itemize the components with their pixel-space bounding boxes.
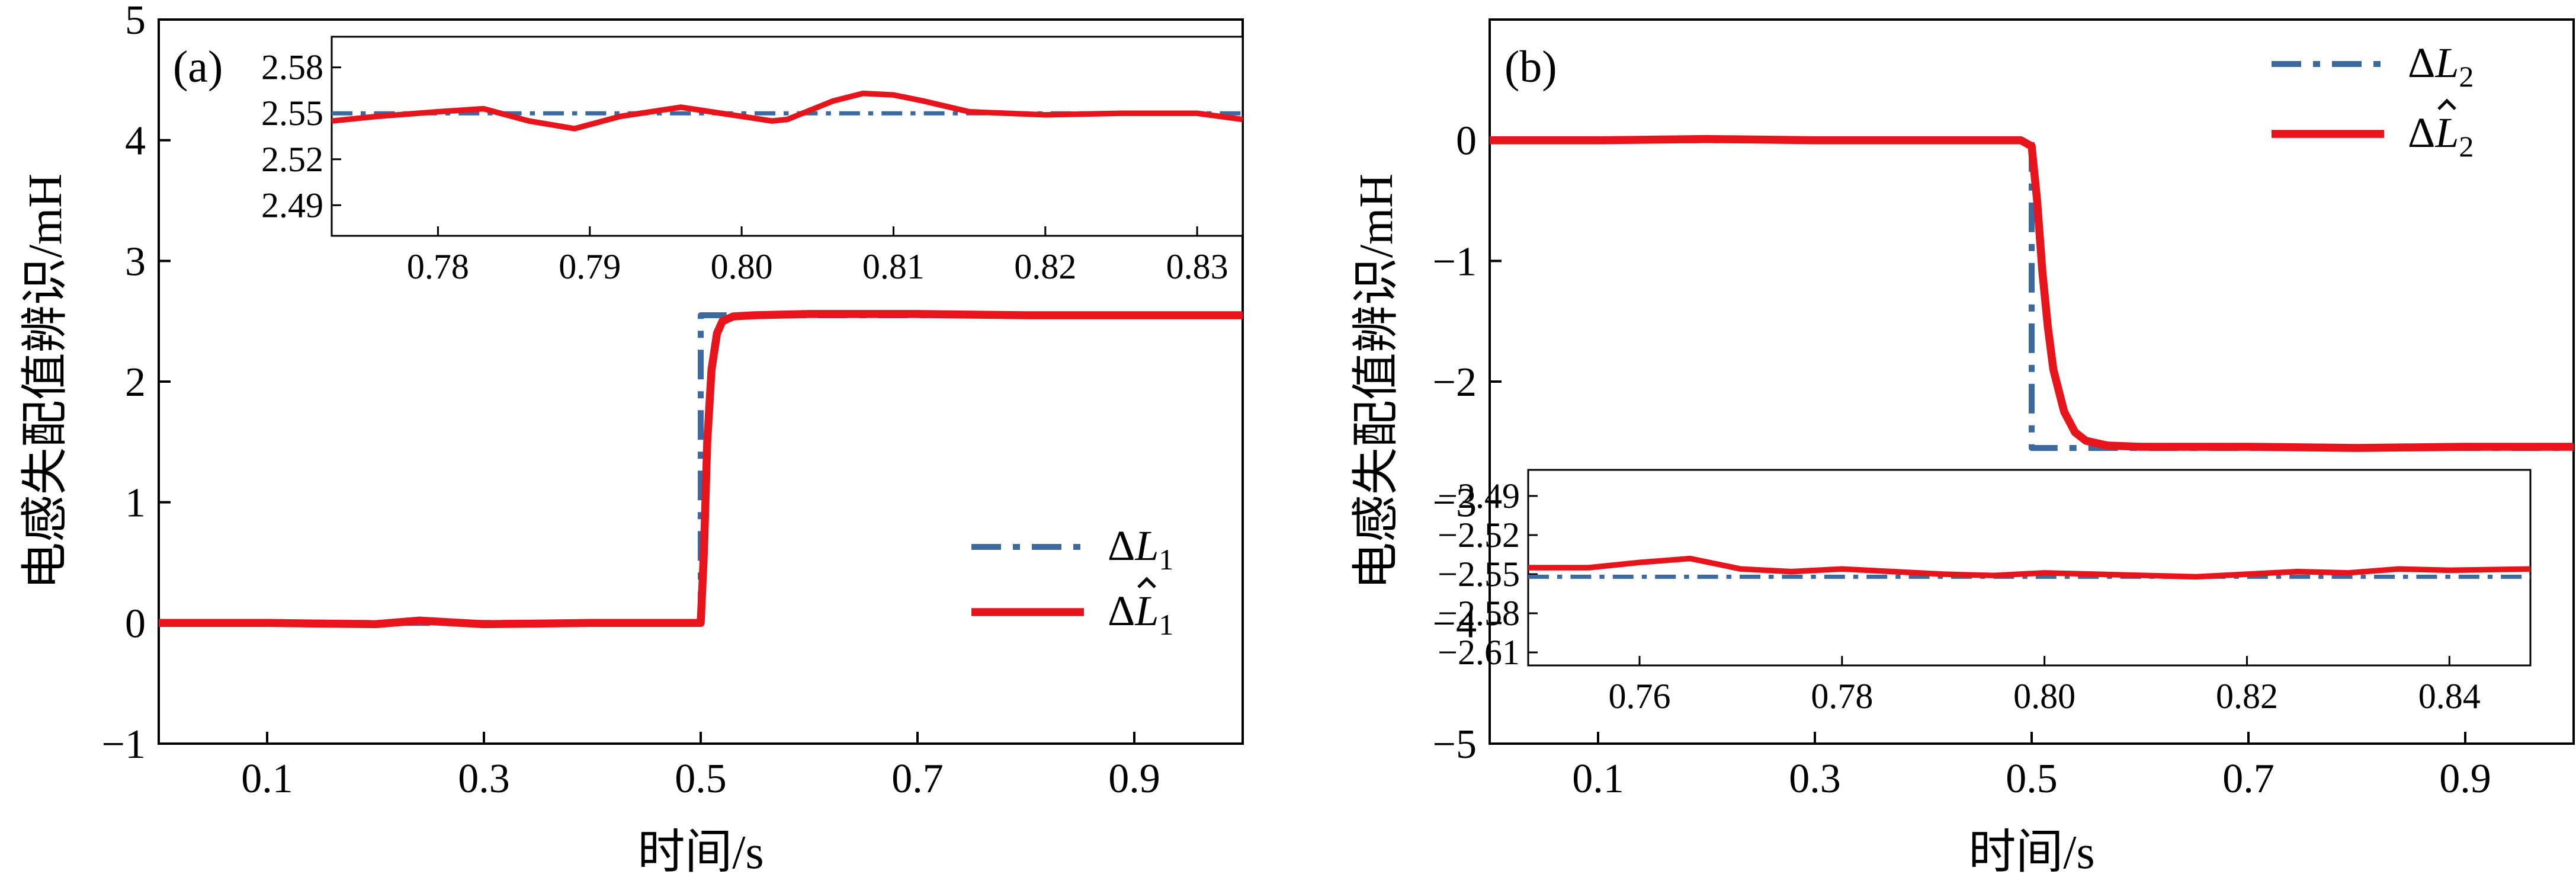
y-tick-label: −1 — [1433, 239, 1477, 284]
x-tick-label: 0.1 — [241, 756, 293, 802]
y-tick-label: 0 — [125, 601, 146, 646]
x-tick-label: 0.5 — [2006, 756, 2058, 802]
legend-hat-mark — [2437, 98, 2456, 110]
x-tick-label: 0.3 — [458, 756, 510, 802]
inset: 0.78 0.79 0.80 0.81 0.82 0.83 2.49 2.52 2.55 2.58 — [261, 36, 1244, 286]
inset-estimate-line — [332, 90, 1243, 132]
x-axis-label: 时间/s — [1968, 827, 2094, 879]
inset-frame — [1527, 469, 2532, 667]
x-tick-label: 0.1 — [1572, 756, 1624, 802]
y-tick-label: 4 — [125, 119, 146, 164]
inset-x-tick-label: 0.81 — [862, 247, 925, 286]
legend-hat-mark — [1137, 577, 1156, 588]
panel-label: (a) — [173, 42, 223, 92]
inset-x-tick-label: 0.78 — [407, 247, 469, 286]
y-tick-label: −3 — [1433, 481, 1477, 526]
inset-y-tick-label: 2.55 — [261, 94, 323, 133]
inset-x-tick-label: 0.79 — [559, 247, 621, 286]
inset-y-tick-label: 2.52 — [261, 140, 323, 179]
inset-x-tick-label: 0.80 — [2013, 677, 2075, 716]
inset-x-tick-label: 0.76 — [1609, 677, 1671, 716]
x-tick-label: 0.7 — [891, 756, 944, 802]
estimate-series-line — [1490, 135, 2574, 452]
y-tick-label: 2 — [125, 360, 146, 405]
inset-y-tick-label: −2.61 — [1438, 633, 1520, 672]
inset-series-group — [332, 90, 1243, 132]
y-tick-label: 0 — [1456, 119, 1477, 164]
x-tick-label: 0.9 — [1108, 756, 1160, 802]
y-tick-label: 1 — [125, 481, 146, 526]
inset-series-group — [1528, 555, 2530, 580]
legend-label-estimate: ΔL1 — [1108, 587, 1173, 641]
inset: 0.76 0.78 0.80 0.82 0.84 −2.61−2.58−2.55−2.52… — [1438, 469, 2532, 716]
panel-b: 0.1 0.3 0.5 0.7 0.9 −5 −4 −3 −2 −1 0 时间/s 电感失配值辨识/mH… — [1350, 18, 2575, 879]
y-tick-label: −2 — [1433, 360, 1477, 405]
legend-label-estimate: ΔL2 — [2408, 109, 2474, 163]
inset-y-tick-label: −2.58 — [1438, 594, 1520, 633]
y-tick-label: −1 — [102, 722, 146, 767]
y-tick-label: 5 — [125, 0, 146, 43]
inset-y-tick-label: 2.58 — [261, 48, 323, 87]
x-axis-label: 时间/s — [637, 827, 764, 879]
y-axis-label: 电感失配值辨识/mH — [1350, 174, 1403, 590]
series-group — [159, 310, 1243, 629]
series-group — [1490, 135, 2574, 452]
reference-series-line — [1490, 137, 2574, 451]
y-axis-label: 电感失配值辨识/mH — [20, 174, 72, 590]
panel-a: 0.1 0.3 0.5 0.7 0.9 −1 0 1 2 3 4 5 时间/s 电感失配值辨识/mH (a)… — [20, 0, 1244, 879]
inset-x-tick-label: 0.82 — [1014, 247, 1076, 286]
panel-label: (b) — [1504, 42, 1557, 92]
x-tick-label: 0.3 — [1789, 756, 1841, 802]
inset-estimate-line — [1528, 555, 2530, 580]
inset-y-tick-label: −2.49 — [1438, 476, 1520, 516]
inset-y-tick-label: 2.49 — [261, 185, 323, 225]
y-tick-label: −5 — [1433, 722, 1477, 767]
inset-x-tick-label: 0.82 — [2216, 677, 2278, 716]
inset-x-tick-label: 0.83 — [1166, 247, 1228, 286]
legend-label-reference: ΔL1 — [1108, 522, 1173, 576]
y-tick-label: 3 — [125, 239, 146, 284]
inset-y-tick-label: −2.52 — [1438, 516, 1520, 555]
legend-label-reference: ΔL2 — [2408, 39, 2474, 93]
inset-frame — [331, 36, 1244, 237]
x-tick-label: 0.9 — [2439, 756, 2491, 802]
inset-x-tick-label: 0.84 — [2418, 677, 2481, 716]
estimate-series-line — [159, 310, 1243, 629]
x-tick-label: 0.7 — [2222, 756, 2275, 802]
inset-y-tick-label: −2.55 — [1438, 555, 1520, 594]
inset-x-tick-label: 0.78 — [1811, 677, 1873, 716]
y-tick-label: −4 — [1433, 601, 1477, 646]
inset-x-tick-label: 0.80 — [711, 247, 773, 286]
x-tick-label: 0.5 — [675, 756, 727, 802]
